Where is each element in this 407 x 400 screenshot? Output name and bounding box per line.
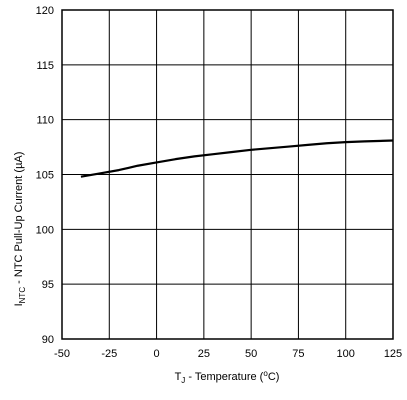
- y-tick-labels: 90 95 100 105 110 115 120: [36, 5, 54, 346]
- x-tick-label: -25: [101, 348, 117, 360]
- x-tick-label: 25: [198, 348, 210, 360]
- x-tick-label: -50: [54, 348, 70, 360]
- grid: [61, 9, 394, 340]
- y-axis-title-text: - NTC Pull-Up Current (µA): [13, 152, 25, 287]
- x-axis-title-main: T: [175, 371, 182, 383]
- y-tick-label: 110: [36, 115, 54, 127]
- y-tick-label: 100: [36, 224, 54, 236]
- series-layer: [80, 139, 394, 178]
- x-tick-label: 0: [154, 348, 160, 360]
- x-tick-labels: -50 -25 0 25 50 75 100 125: [54, 348, 402, 360]
- y-tick-label: 120: [36, 5, 54, 17]
- y-axis-title: INTC - NTC Pull-Up Current (µA): [13, 152, 27, 307]
- x-axis-title: TJ - Temperature (oC): [175, 369, 280, 385]
- x-axis-title-unit: C): [268, 371, 280, 383]
- y-tick-label: 115: [36, 60, 54, 72]
- x-tick-label: 100: [337, 348, 355, 360]
- y-axis-title-subscript: NTC: [18, 287, 27, 304]
- x-axis-title-degree: o: [263, 369, 268, 378]
- series-line: [80, 139, 394, 178]
- x-axis-title-text: - Temperature (: [185, 371, 263, 383]
- x-tick-label: 75: [292, 348, 304, 360]
- y-tick-label: 105: [36, 170, 54, 182]
- y-tick-label: 90: [42, 334, 54, 346]
- x-tick-label: 50: [245, 348, 257, 360]
- x-tick-label: 125: [384, 348, 402, 360]
- y-axis-title-main: I: [13, 303, 25, 306]
- y-tick-label: 95: [42, 279, 54, 291]
- plot-frame: [61, 9, 394, 340]
- x-axis-title-subscript: J: [181, 376, 185, 385]
